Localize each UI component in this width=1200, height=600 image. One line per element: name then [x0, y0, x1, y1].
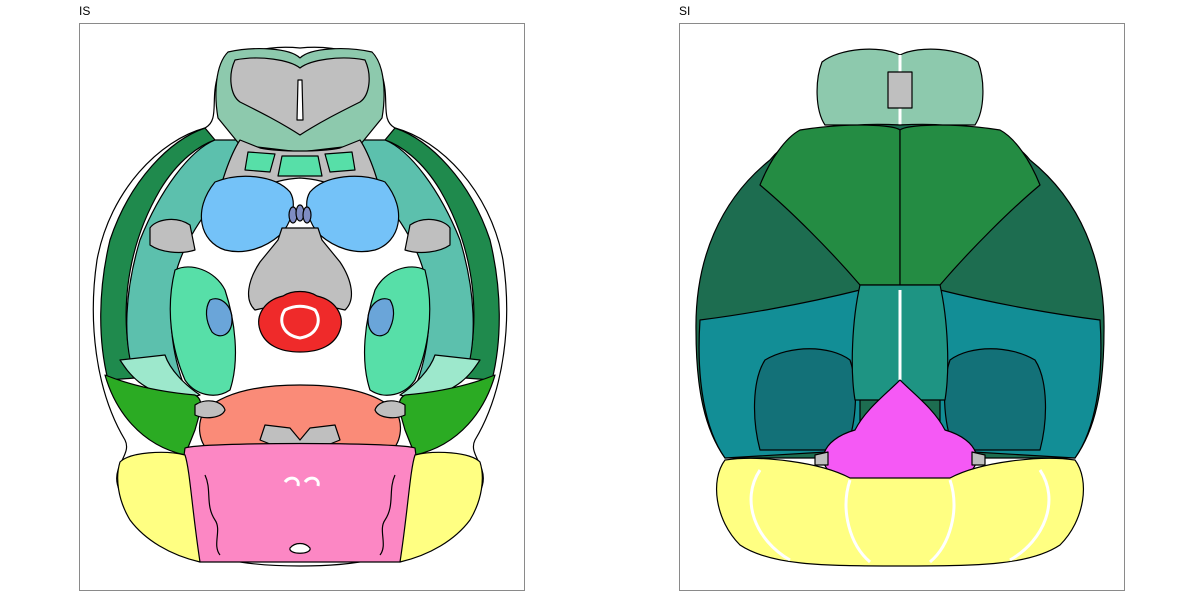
small-blue-right	[367, 298, 395, 337]
lateral-cortex-right	[384, 127, 500, 381]
cerebellum-right-is	[399, 451, 483, 563]
grey-cap-right	[374, 400, 406, 419]
medulla-void-2	[303, 476, 320, 487]
dorsal-green-right	[899, 124, 1041, 286]
grey-cap-left	[194, 400, 226, 419]
tubercle-left	[244, 151, 276, 173]
small-blue-left	[205, 298, 233, 337]
brain-inferior-superior-view	[92, 46, 508, 567]
panel-title-si: SI	[679, 4, 691, 18]
panel-title-is: IS	[79, 4, 91, 18]
midline-olfactory	[296, 79, 304, 121]
grey-lateral-left	[149, 218, 196, 254]
colliculus-grey-left	[814, 451, 829, 466]
tubercle-mid	[277, 155, 323, 177]
olfactory-grey-bits	[887, 71, 913, 109]
medulla-void-1	[283, 476, 300, 487]
grey-lateral-right	[404, 218, 451, 254]
thalamus-red	[258, 290, 342, 353]
tubercle-right	[324, 151, 356, 173]
brain-superior-inferior-view	[695, 48, 1105, 567]
cerebellum-left-is	[117, 451, 201, 563]
medulla-detail-left	[204, 474, 221, 556]
cerebellum-si	[715, 457, 1085, 567]
cerebellum-lobe-line-right	[1009, 469, 1051, 562]
colliculus-grey-right	[971, 451, 986, 466]
thalamus-inner-line	[280, 304, 320, 340]
slate-nucleus-right	[302, 206, 312, 224]
cerebellum-vermis-line	[844, 479, 956, 564]
medulla-notch	[289, 542, 311, 554]
medulla-detail-right	[379, 474, 396, 556]
dorsal-teal-dark-right	[943, 348, 1047, 451]
dorsal-green-left	[759, 124, 901, 286]
lateral-cortex-left	[100, 127, 216, 381]
dorsal-teal-dark-left	[753, 348, 857, 451]
cerebellum-lobe-line-left	[749, 469, 791, 562]
